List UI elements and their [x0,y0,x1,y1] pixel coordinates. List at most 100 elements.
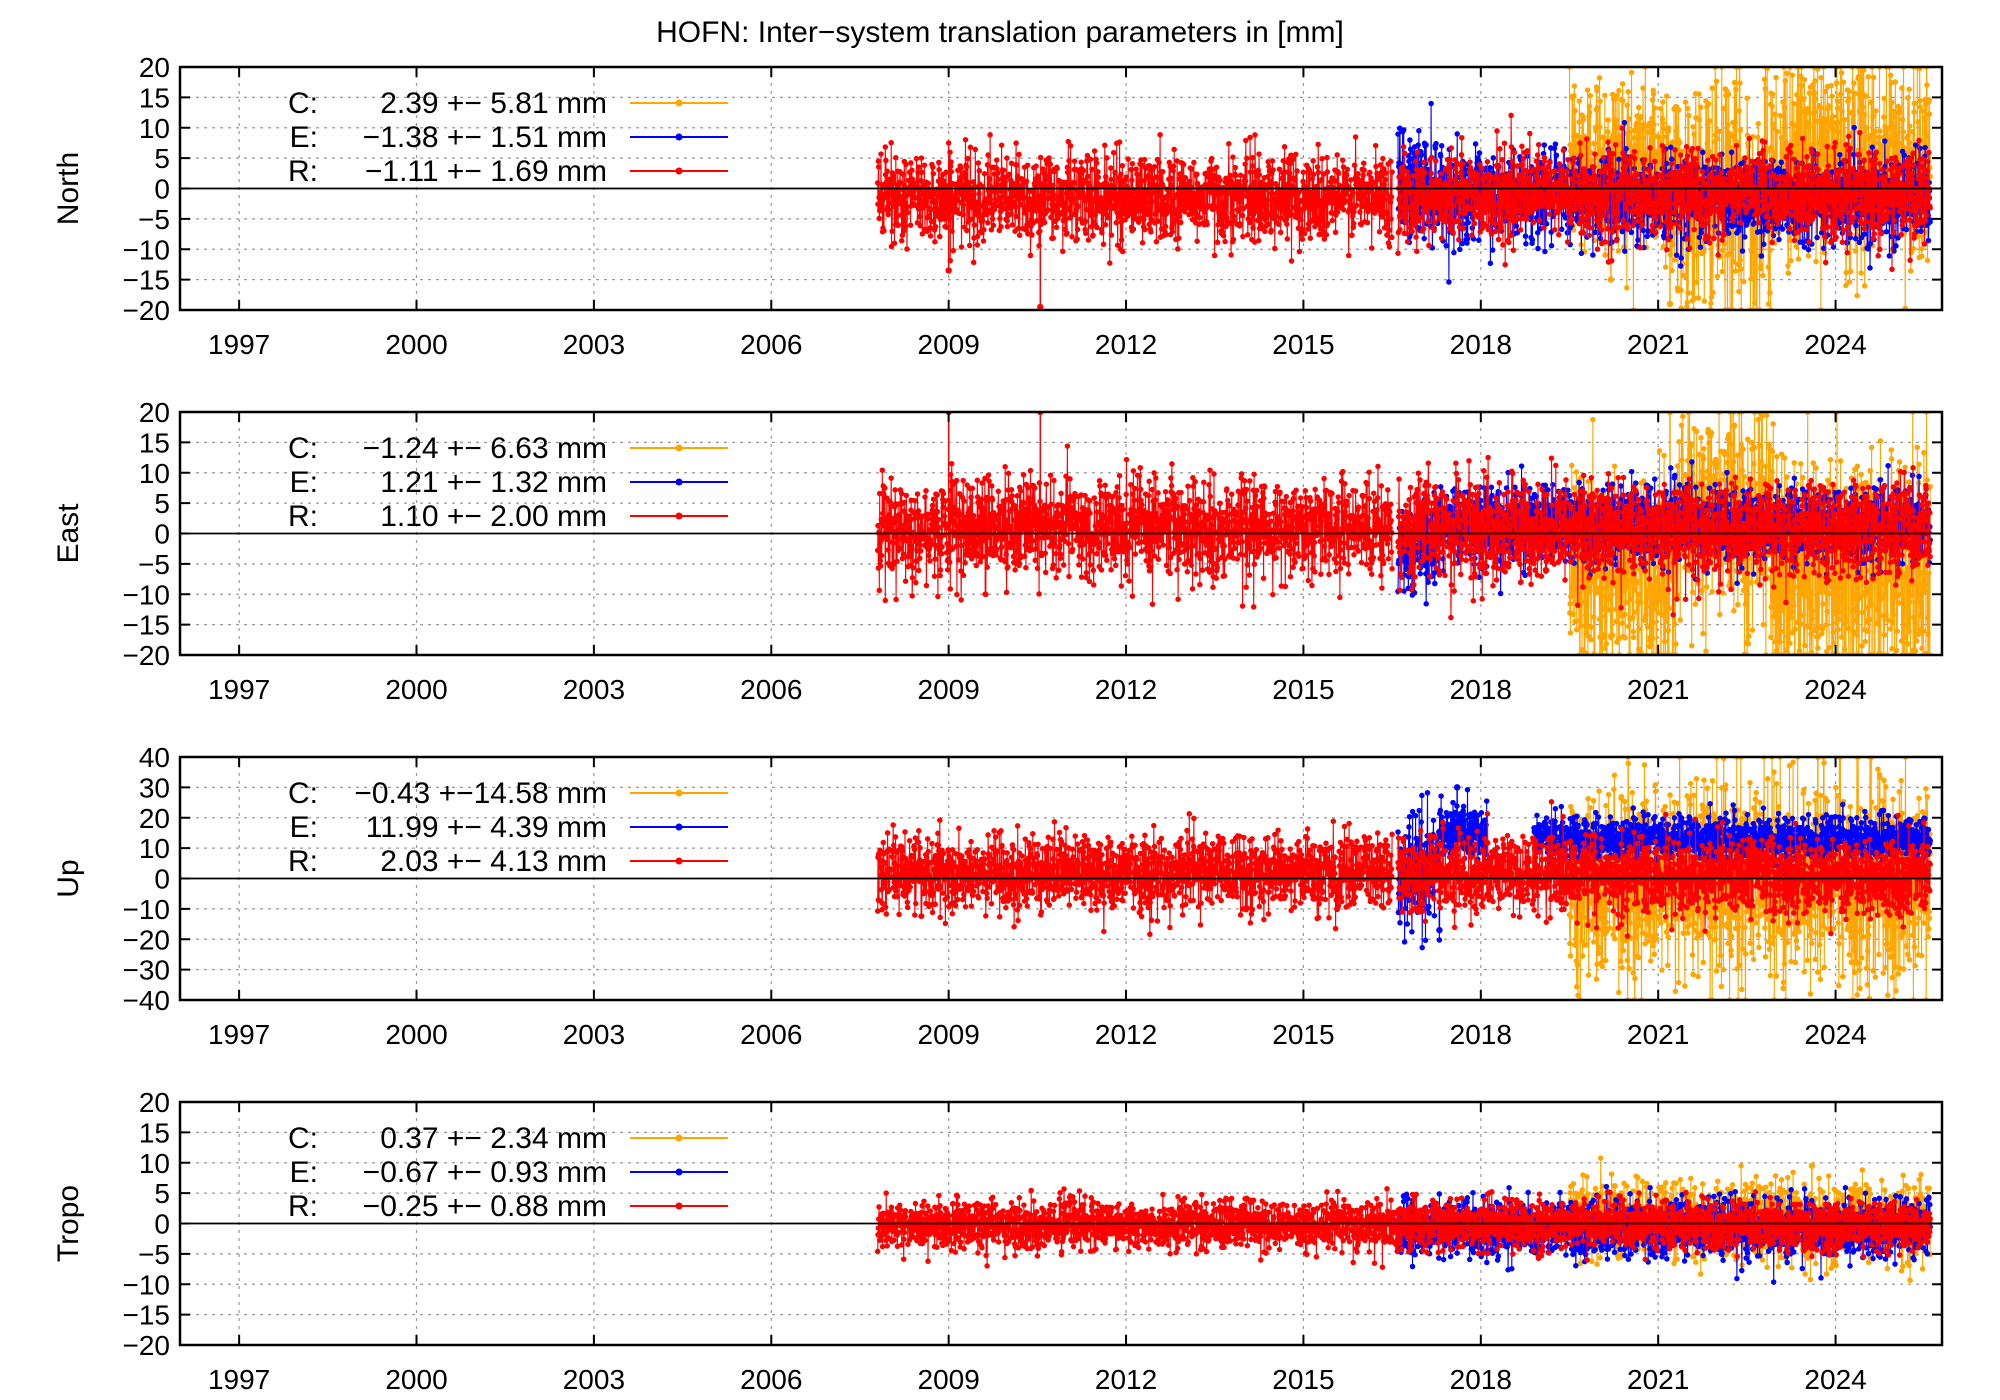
y-tick-label: −20 [123,1330,171,1361]
outlier-point [1743,639,1751,647]
plot-area [874,757,1933,1000]
legend-marker-c [675,789,683,797]
legend-value-r: 2.03 +− 4.13 mm [380,845,607,878]
y-tick-label: 5 [154,488,170,519]
legend-label-e: E: [290,1156,318,1189]
x-tick-label: 2006 [740,329,802,360]
x-tick-label: 2021 [1627,1019,1689,1050]
x-tick-label: 2003 [563,674,625,705]
x-tick-label: 2000 [385,1364,447,1395]
y-tick-label: 10 [139,1148,170,1179]
series-r [874,1186,1933,1270]
y-tick-label: −15 [123,265,171,296]
legend-label-e: E: [290,466,318,499]
x-tick-label: 2006 [740,674,802,705]
y-tick-label: 5 [154,143,170,174]
legend-value-r: 1.10 +− 2.00 mm [380,500,607,533]
y-axis-label: East [52,503,85,564]
panel-up: 1997 2000 2003 2006 2009 2012 2015 2018 2021 2024… [52,742,1944,1050]
panel-tropo: 1997 2000 2003 2006 2009 2012 2015 2018 2021 2024… [52,1087,1944,1395]
x-tick-label: 2021 [1627,329,1689,360]
x-tick-label: 2006 [740,1019,802,1050]
legend-label-r: R: [288,500,318,533]
legend-marker-r [675,512,683,520]
y-tick-label: 0 [154,864,170,895]
y-tick-label: 5 [154,1178,170,1209]
x-tick-label: 2024 [1804,674,1866,705]
legend-label-r: R: [288,845,318,878]
legend-marker-r [675,857,683,865]
x-tick-label: 2018 [1450,329,1512,360]
x-tick-label: 2000 [385,1019,447,1050]
y-tick-label: −10 [123,1269,171,1300]
legend-marker-e [675,1168,683,1176]
x-tick-label: 2018 [1450,674,1512,705]
series-r-points [874,1186,1933,1270]
series-r-points [874,131,1395,266]
legend-label-r: R: [288,155,318,188]
y-tick-label: 0 [154,1209,170,1240]
legend-marker-c [675,99,683,107]
x-tick-label: 2015 [1272,674,1334,705]
y-tick-label: −5 [138,549,170,580]
legend-value-c: 2.39 +− 5.81 mm [380,87,607,120]
legend-value-r: −0.25 +− 0.88 mm [363,1190,607,1223]
y-tick-label: 30 [139,772,170,803]
outlier-point [1436,926,1443,934]
x-tick-label: 2012 [1095,329,1157,360]
y-tick-label: 20 [139,52,170,83]
y-tick-label: 20 [139,803,170,834]
legend-label-e: E: [290,811,318,844]
y-tick-label: 10 [139,113,170,144]
x-tick-label: 1997 [208,329,270,360]
legend-value-c: −1.24 +− 6.63 mm [363,432,607,465]
legend-marker-r [675,167,683,175]
x-tick-label: 2024 [1804,1019,1866,1050]
legend-value-e: −0.67 +− 0.93 mm [363,1156,607,1189]
legend: C: 0.37 +− 2.34 mm E: −0.67 +− 0.93 mm R: −0.… [288,1122,728,1223]
legend-label-c: C: [288,432,318,465]
x-tick-label: 2006 [740,1364,802,1395]
chart-title: HOFN: Inter−system translation parameter… [656,16,1344,49]
y-tick-label: −10 [123,894,171,925]
x-tick-label: 1997 [208,1019,270,1050]
y-tick-label: 15 [139,427,170,458]
legend-label-e: E: [290,121,318,154]
y-tick-label: 20 [139,397,170,428]
x-tick-label: 2000 [385,329,447,360]
y-tick-label: 0 [154,519,170,550]
y-tick-label: −10 [123,234,171,265]
panel-east: 1997 2000 2003 2006 2009 2012 2015 2018 2021 2024… [52,397,1944,705]
outlier-point [1037,303,1044,310]
y-tick-label: −10 [123,579,171,610]
plot-area [874,1155,1933,1285]
y-tick-label: −20 [123,924,171,955]
x-tick-label: 2024 [1804,1364,1866,1395]
y-tick-label: 15 [139,82,170,113]
x-tick-label: 2003 [563,1019,625,1050]
legend-label-c: C: [288,1122,318,1155]
series-r-points [874,443,1395,610]
y-axis-label: Up [52,859,85,897]
panel-north: 1997 2000 2003 2006 2009 2012 2015 2018 2021 2024… [52,52,1944,360]
y-tick-label: −15 [123,1300,171,1331]
outlier-point [1400,1192,1408,1200]
plot-area [874,67,1933,310]
x-tick-label: 1997 [208,1364,270,1395]
y-tick-label: 20 [139,1087,170,1118]
x-tick-label: 2015 [1272,329,1334,360]
x-tick-label: 2018 [1450,1019,1512,1050]
legend-value-c: 0.37 +− 2.34 mm [380,1122,607,1155]
legend-label-c: C: [288,777,318,810]
outlier-point [1607,276,1615,283]
x-tick-label: 2009 [918,1364,980,1395]
y-tick-label: 0 [154,174,170,205]
outlier-point [1666,300,1674,308]
legend: C: 2.39 +− 5.81 mm E: −1.38 +− 1.51 mm R: −1.… [288,87,728,188]
x-tick-label: 2024 [1804,329,1866,360]
y-tick-label: −20 [123,295,171,326]
y-axis-label: Tropo [52,1185,85,1262]
x-tick-label: 2000 [385,674,447,705]
legend-marker-c [675,1134,683,1142]
series-r-points [1395,112,1933,273]
